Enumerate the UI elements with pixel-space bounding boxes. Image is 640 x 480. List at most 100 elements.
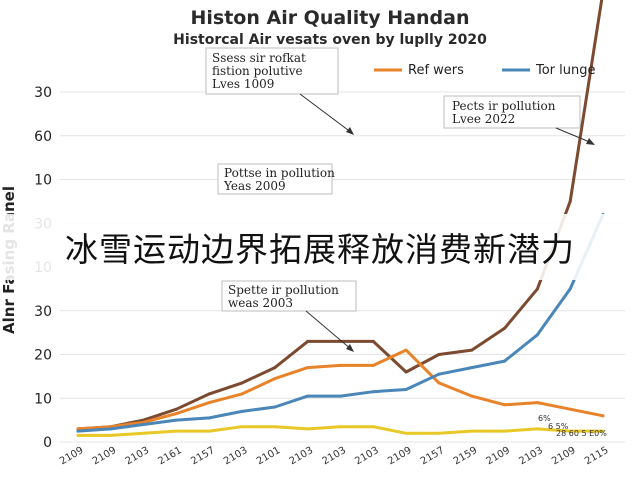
end-note-1: 6%: [538, 414, 551, 423]
series-1-point: [306, 366, 310, 370]
x-tick-label: 2109: [386, 445, 414, 467]
x-tick-label: 2109: [550, 445, 578, 467]
series-1-point: [404, 348, 408, 352]
annotation-1-line-2: fistion polutive: [212, 64, 303, 78]
annotation-1-box: [205, 47, 339, 95]
series-0-point: [535, 287, 539, 291]
legend: Ref wers Tor lunge: [374, 63, 596, 78]
series-1-point: [207, 401, 211, 405]
annotation-4-box: [443, 95, 581, 129]
chart-title: Histon Air Quality Handan: [190, 7, 469, 29]
series-3-point: [174, 429, 178, 433]
annotation-3-line-2: weas 2003: [228, 296, 293, 310]
x-tick-label: 2157: [419, 445, 447, 467]
series-3-point: [601, 429, 605, 433]
y-tick-label: 10: [34, 391, 52, 407]
series-2-point: [109, 427, 113, 431]
annotation-1-line-3: Lves 1009: [212, 77, 274, 91]
overlay-banner-text: 冰雪运动边界拓展释放消费新潜力: [65, 230, 575, 269]
series-2-point: [503, 359, 507, 363]
annotation-2: Pottse in pollution Yeas 2009: [217, 163, 335, 195]
series-3-point: [535, 427, 539, 431]
series-0-point: [207, 392, 211, 396]
y-axis-ticks: 01020301030106030: [34, 85, 52, 451]
annotation-4-arrow: [555, 127, 593, 144]
legend-label-tor-lunge: Tor lunge: [535, 63, 596, 78]
series-0-point: [371, 339, 375, 343]
y-tick-label: 30: [34, 304, 52, 320]
end-note-3: 28 60 5 E0%: [556, 429, 607, 438]
annotation-1: Ssess sir rofkat fistion polutive Lves 1…: [205, 47, 354, 135]
annotation-3-arrowhead: [346, 344, 354, 352]
series-0-point: [174, 407, 178, 411]
annotation-4-arrowhead: [586, 138, 595, 145]
annotation-4-line-2: Lvee 2022: [452, 112, 515, 126]
series-2-point: [404, 388, 408, 391]
annotation-1-arrowhead: [346, 127, 354, 135]
legend-label-ref-wers: Ref wers: [408, 63, 464, 78]
series-3-point: [371, 425, 375, 429]
annotation-3-arrow: [305, 310, 353, 351]
series-3-point: [109, 433, 113, 437]
series-0-point: [273, 366, 277, 370]
series-3-point: [404, 431, 408, 435]
series-1-point: [339, 363, 342, 367]
x-tick-label: 2115: [583, 445, 611, 467]
x-tick-label: 2103: [517, 445, 545, 467]
series-2-point: [207, 416, 211, 420]
x-axis-ticks: 2109 2109 2103 2161 2157 2103 2101 2103 2103 2103…: [58, 445, 611, 467]
series-2-point: [76, 429, 80, 433]
series-3-point: [76, 433, 80, 437]
y-tick-label: 60: [34, 129, 52, 145]
x-tick-label: 2103: [320, 445, 348, 467]
series-1-point: [470, 394, 474, 398]
x-tick-label: 2157: [189, 445, 217, 467]
series-1-point: [371, 363, 375, 367]
end-note-2: 6 5%: [548, 422, 569, 431]
series-0-point: [437, 353, 441, 356]
series-3-point: [273, 425, 277, 429]
annotation-2-box: [217, 163, 333, 195]
x-tick-label: 2109: [485, 445, 513, 467]
series-1-point: [273, 377, 277, 381]
annotation-2-line-2: Yeas 2009: [223, 179, 286, 193]
annotation-3: Spette ir pollution weas 2003: [221, 280, 357, 352]
series-1-point: [535, 401, 539, 405]
series-2-point: [174, 418, 178, 422]
series-3-point: [503, 429, 507, 433]
annotation-2-line-1: Pottse in pollution: [224, 166, 335, 180]
series-3-point: [568, 429, 572, 433]
x-tick-label: 2103: [353, 445, 381, 467]
x-tick-label: 2101: [255, 445, 283, 467]
annotation-4: Pects ir pollution Lvee 2022: [443, 95, 595, 145]
annotation-1-arrow: [299, 93, 353, 134]
series-3-point: [437, 431, 441, 435]
series-3-point: [207, 429, 211, 433]
series-3-point: [142, 431, 146, 435]
y-tick-label: 30: [34, 85, 52, 101]
series-1-point: [240, 392, 244, 396]
series-2-point: [371, 390, 375, 394]
series-3-point: [240, 425, 244, 429]
series-1-point: [437, 381, 441, 385]
series-2-point: [339, 394, 342, 398]
series-1-point: [568, 407, 572, 411]
series-3-point: [306, 427, 310, 431]
annotation-3-box: [221, 280, 357, 312]
series-2-point: [535, 333, 539, 337]
y-tick-label: 10: [34, 173, 52, 189]
annotation-3-line-1: Spette ir pollution: [228, 283, 339, 297]
series-2-point: [142, 423, 146, 426]
annotation-4-line-1: Pects ir pollution: [452, 99, 556, 113]
series-0-point: [503, 326, 507, 330]
y-tick-label: 0: [43, 435, 52, 451]
annotation-1-line-1: Ssess sir rofkat: [212, 51, 306, 65]
x-tick-label: 2103: [124, 445, 152, 467]
x-tick-label: 2103: [222, 445, 250, 467]
x-tick-label: 2103: [288, 445, 316, 467]
series-3-point: [339, 425, 342, 429]
chart-subtitle: Historcal Air vesats oven by luplly 2020: [173, 32, 487, 48]
x-tick-label: 2161: [156, 445, 184, 467]
x-tick-label: 2159: [452, 445, 480, 467]
